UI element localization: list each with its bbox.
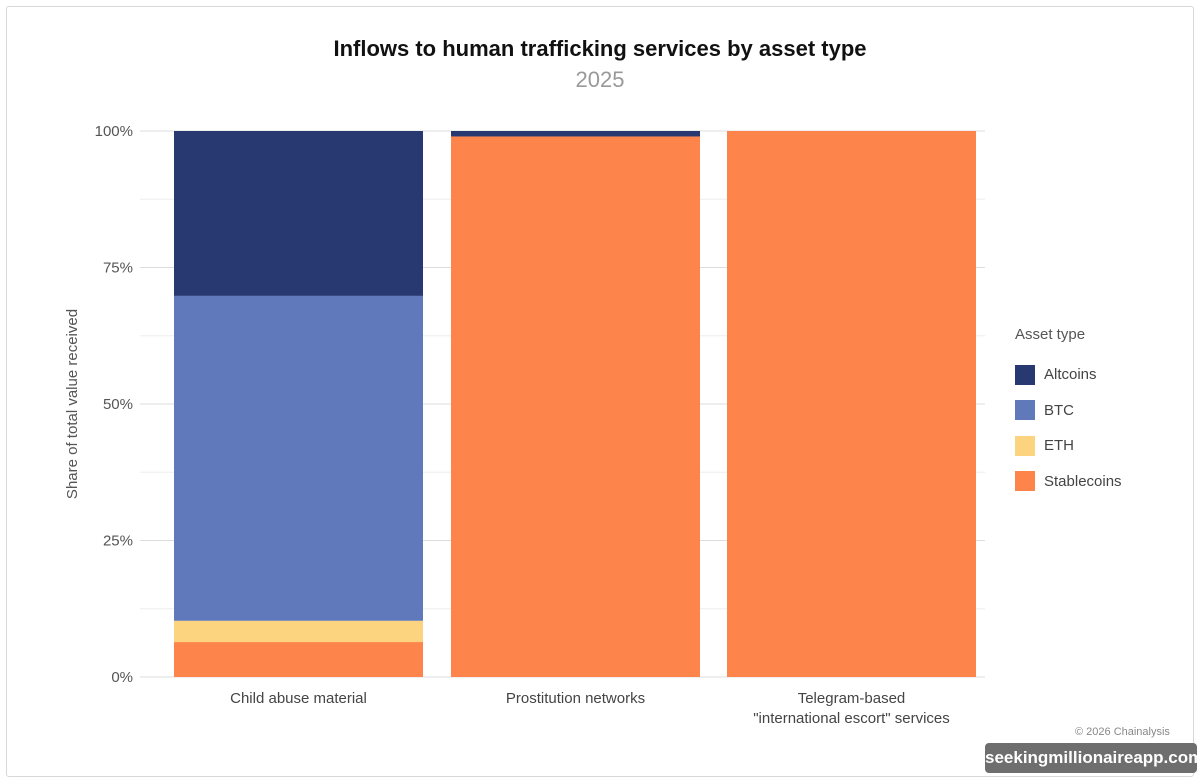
- legend-swatch: [1015, 400, 1035, 421]
- y-tick-label: 25%: [103, 533, 133, 550]
- bar-segment-stablecoins: [174, 642, 423, 677]
- legend-swatch: [1015, 471, 1035, 492]
- legend-item: Altcoins: [1015, 357, 1122, 393]
- bar-segment-stablecoins: [451, 136, 700, 677]
- bar-segment-altcoins: [451, 131, 700, 137]
- y-tick-label: 75%: [103, 260, 133, 277]
- y-tick-label: 0%: [111, 669, 133, 686]
- legend-item: ETH: [1015, 428, 1122, 464]
- bar-segment-eth: [174, 620, 423, 643]
- legend-swatch: [1015, 364, 1035, 385]
- chart-title: Inflows to human trafficking services by…: [333, 36, 867, 61]
- legend: Asset type Altcoins BTC ETH Stablecoins: [1015, 326, 1122, 499]
- legend-label: Altcoins: [1044, 366, 1097, 384]
- bar-segment-altcoins: [174, 131, 423, 296]
- x-tick-label: Telegram-based: [798, 690, 906, 707]
- y-tick-label: 100%: [95, 123, 133, 140]
- copyright: © 2026 Chainalysis: [1075, 726, 1170, 738]
- x-tick-label: "international escort" services: [753, 710, 950, 727]
- y-tick-label: 50%: [103, 396, 133, 413]
- legend-label: BTC: [1044, 401, 1074, 419]
- legend-item: BTC: [1015, 393, 1122, 429]
- bar-segment-stablecoins: [727, 131, 976, 677]
- legend-swatch: [1015, 435, 1035, 456]
- x-tick-label: Child abuse material: [230, 690, 367, 707]
- y-axis-label: Share of total value received: [64, 309, 81, 499]
- bar-segment-btc: [174, 295, 423, 621]
- legend-item: Stablecoins: [1015, 464, 1122, 500]
- legend-title: Asset type: [1015, 326, 1086, 343]
- x-tick-label: Prostitution networks: [506, 690, 645, 707]
- watermark: seekingmillionaireapp.com: [985, 743, 1200, 773]
- legend-label: ETH: [1044, 437, 1074, 455]
- chart-subtitle: 2025: [575, 67, 625, 92]
- legend-label: Stablecoins: [1044, 472, 1122, 490]
